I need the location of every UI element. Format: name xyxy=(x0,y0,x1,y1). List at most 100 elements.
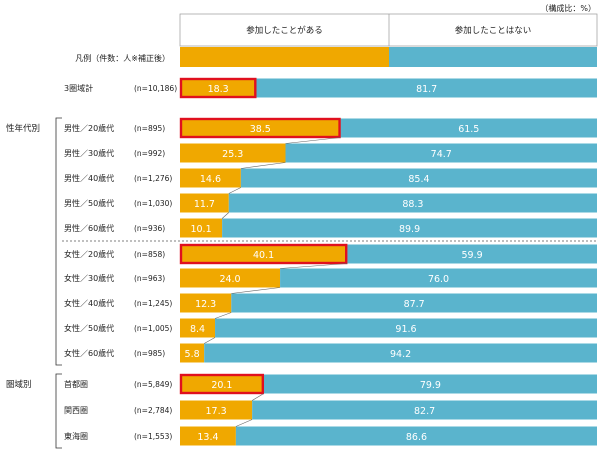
row-label: 3圏域計 xyxy=(64,83,93,93)
connector-line xyxy=(228,187,242,194)
value-label-yes: 20.1 xyxy=(211,380,232,391)
connector-line xyxy=(240,162,286,169)
bar-segment-no xyxy=(235,426,598,446)
group-bracket xyxy=(55,373,62,449)
row-n: (n=963) xyxy=(134,274,165,283)
row-n: (n=5,849) xyxy=(134,380,172,389)
value-label-no: 82.7 xyxy=(414,406,435,417)
highlight-frame xyxy=(179,243,348,265)
header-series-0: 参加したことがある xyxy=(246,25,323,36)
bar-segment-no xyxy=(285,143,597,163)
bar-segment-yes xyxy=(180,118,341,138)
value-label-yes: 11.7 xyxy=(194,199,215,210)
bar-row: 関西圏 (n=2,784) 17.3 82.7 xyxy=(64,393,598,420)
bar-segment-no xyxy=(231,293,597,313)
bar-segment-yes xyxy=(180,143,286,163)
value-label-no: 85.4 xyxy=(408,174,429,185)
row-n: (n=1,030) xyxy=(134,199,172,208)
value-label-yes: 24.0 xyxy=(219,274,240,285)
value-label-no: 61.5 xyxy=(458,124,479,135)
legend-swatch-1 xyxy=(389,47,597,67)
value-label-no: 79.9 xyxy=(420,380,441,391)
row-n: (n=1,276) xyxy=(134,174,172,183)
bar-segment-no xyxy=(222,218,597,238)
value-label-no: 91.6 xyxy=(395,324,416,335)
bar-row: 男性／30歳代 (n=992) 25.3 74.7 xyxy=(64,137,597,163)
bar-segment-no xyxy=(256,78,597,98)
group-label: 圏域別 xyxy=(6,379,32,390)
value-label-no: 74.7 xyxy=(431,149,452,160)
value-label-yes: 10.1 xyxy=(190,224,211,235)
row-n: (n=992) xyxy=(134,149,165,158)
connector-line xyxy=(235,419,253,427)
bar-segment-no xyxy=(340,118,597,138)
bar-row: 女性／40歳代 (n=1,245) 12.3 87.7 xyxy=(64,287,597,313)
value-label-yes: 14.6 xyxy=(200,174,221,185)
row-n: (n=2,784) xyxy=(134,406,172,415)
row-label: 女性／30歳代 xyxy=(64,273,114,283)
value-label-yes: 5.8 xyxy=(185,349,200,360)
row-n: (n=858) xyxy=(134,250,165,259)
row-label: 男性／50歳代 xyxy=(64,198,114,208)
header-frame xyxy=(179,13,598,47)
bar-segment-no xyxy=(228,193,597,213)
row-label: 男性／20歳代 xyxy=(64,123,114,133)
bar-segment-no xyxy=(204,343,597,363)
row-n: (n=1,005) xyxy=(134,324,172,333)
highlight-frame xyxy=(179,117,341,139)
value-label-yes: 13.4 xyxy=(197,432,218,443)
bar-row: 男性／20歳代 (n=895) 38.5 61.5 xyxy=(64,117,597,139)
connector-line xyxy=(285,137,341,144)
bar-row: 男性／50歳代 (n=1,030) 11.7 88.3 xyxy=(64,187,597,213)
value-label-yes: 38.5 xyxy=(250,124,271,135)
row-label: 東海圏 xyxy=(64,431,88,441)
legend-header: 参加したことがある 参加したことはない xyxy=(179,13,598,47)
bar-row: 3圏域計 (n=10,186) 18.3 81.7 xyxy=(64,77,597,99)
row-n: (n=895) xyxy=(134,124,165,133)
bar-segment-no xyxy=(252,400,598,420)
group-bracket xyxy=(55,117,62,366)
value-label-no: 88.3 xyxy=(402,199,423,210)
connector-line xyxy=(221,212,229,219)
row-label: 首都圏 xyxy=(64,379,88,389)
connector-line xyxy=(251,393,264,401)
bar-segment-yes xyxy=(180,400,253,420)
highlight-frame xyxy=(179,77,257,99)
connector-line xyxy=(204,337,216,344)
value-label-no: 59.9 xyxy=(462,250,483,261)
bar-segment-yes xyxy=(180,168,241,188)
bar-segment-yes xyxy=(180,268,281,288)
row-label: 女性／60歳代 xyxy=(64,348,114,358)
row-label: 女性／20歳代 xyxy=(64,249,114,259)
legend-bar xyxy=(180,47,597,67)
row-n: (n=1,245) xyxy=(134,299,172,308)
bar-row: 女性／20歳代 (n=858) 40.1 59.9 xyxy=(64,243,597,265)
value-label-no: 81.7 xyxy=(416,84,437,95)
bar-row: 女性／60歳代 (n=985) 5.8 94.2 xyxy=(64,337,597,363)
bar-segment-yes xyxy=(180,193,229,213)
unit-note: （構成比：%） xyxy=(540,3,596,13)
value-label-no: 89.9 xyxy=(399,224,420,235)
group-label: 性年代別 xyxy=(6,123,40,134)
connector-line xyxy=(214,312,232,319)
bar-segment-no xyxy=(347,244,597,264)
bar-segment-yes xyxy=(180,343,205,363)
header-series-1: 参加したことはない xyxy=(455,25,532,36)
bar-segment-no xyxy=(263,374,597,394)
bar-segment-yes xyxy=(180,218,223,238)
row-label: 男性／30歳代 xyxy=(64,148,114,158)
row-n: (n=985) xyxy=(134,349,165,358)
row-label: 男性／40歳代 xyxy=(64,173,114,183)
legend-label: 凡例（件数：人※補正後） xyxy=(75,53,170,63)
value-label-no: 76.0 xyxy=(428,274,449,285)
row-n: (n=10,186) xyxy=(134,84,177,93)
bar-row: 女性／50歳代 (n=1,005) 8.4 91.6 xyxy=(64,312,597,338)
legend-swatch-0 xyxy=(180,47,389,67)
bar-row: 東海圏 (n=1,553) 13.4 86.6 xyxy=(64,419,598,446)
bar-segment-no xyxy=(240,168,597,188)
value-label-no: 94.2 xyxy=(390,349,411,360)
bar-segment-yes xyxy=(180,293,232,313)
bar-segment-yes xyxy=(180,374,264,394)
